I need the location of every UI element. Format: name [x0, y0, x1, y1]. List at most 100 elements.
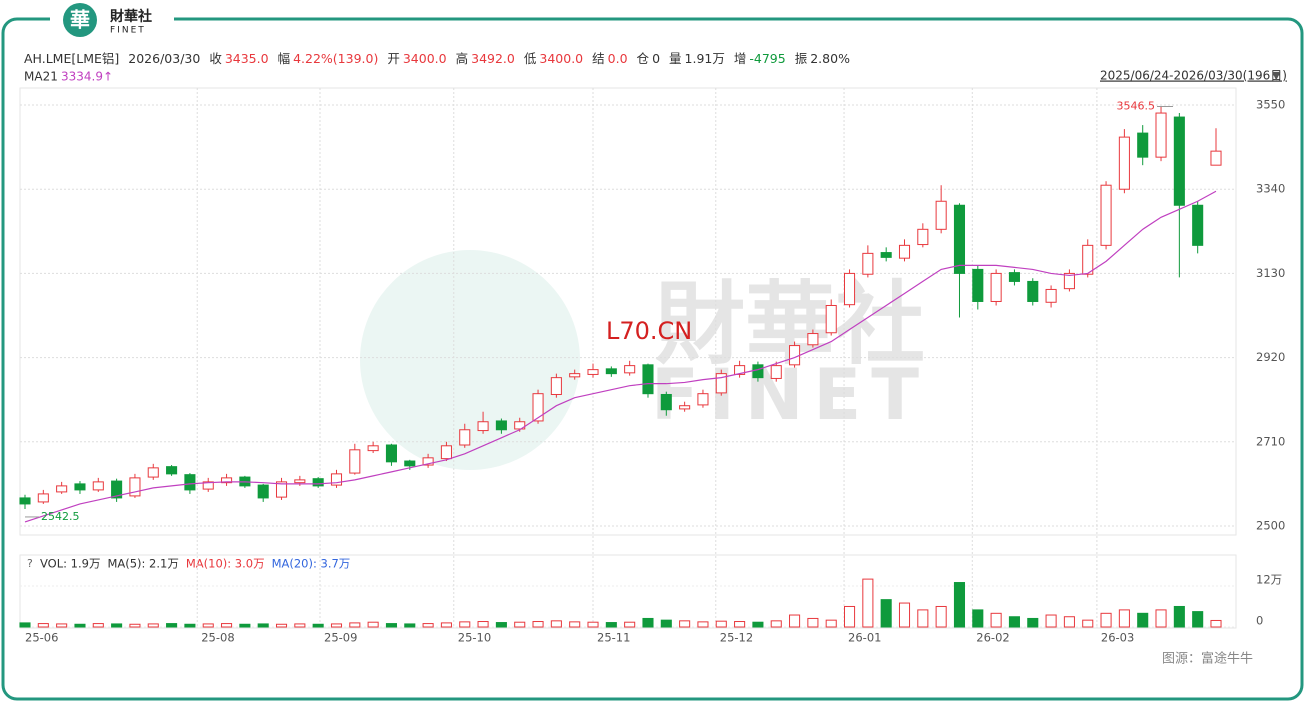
candle-body [1137, 132, 1149, 158]
candle-body [1118, 136, 1130, 190]
y-tick-label: 3130 [1256, 266, 1285, 280]
info-label: 振 [794, 51, 808, 66]
candle-body [605, 368, 617, 375]
logo-text: 財華社 [109, 8, 152, 25]
volume-bar [477, 621, 489, 628]
volume-bar [843, 605, 856, 628]
candle-body [1045, 288, 1057, 303]
candle-body [624, 365, 636, 374]
volume-bar [312, 623, 324, 628]
info-label: 高 [455, 51, 469, 66]
volume-bar [404, 623, 416, 628]
ma-label: MA21 [24, 70, 58, 84]
watermark-sub: FINET [651, 354, 929, 436]
help-icon: ? [27, 557, 33, 570]
candle-body [495, 420, 507, 431]
candle-body [147, 467, 159, 478]
volume-bar [789, 614, 801, 628]
candle-body [514, 421, 526, 430]
volume-bar [257, 623, 269, 628]
candle-body [1027, 280, 1039, 302]
candle-body [477, 421, 489, 432]
volume-bar [92, 623, 104, 628]
volume-bar [825, 619, 837, 628]
x-tick-label: 25-10 [458, 631, 491, 645]
candle-body [92, 481, 104, 491]
volume-bar [679, 620, 691, 628]
frame [1, 17, 1304, 701]
candle-body [1210, 150, 1222, 166]
x-tick-label: 26-03 [1101, 631, 1134, 645]
volume-bar [459, 621, 471, 628]
volume-header: VOL: 1.9万 [40, 557, 100, 571]
candle-body [660, 393, 672, 411]
volume-bar [221, 623, 233, 628]
volume-bar [202, 623, 214, 628]
x-tick-label: 25-06 [25, 631, 58, 645]
volume-bar [37, 623, 49, 628]
candle-body [202, 481, 214, 490]
volume-header: MA(5): 2.1万 [107, 557, 178, 571]
volume-bar [1137, 612, 1149, 628]
volume-bar [349, 622, 361, 628]
candle-body [111, 480, 123, 499]
info-label: 幅 [277, 51, 291, 66]
info-label: 开 [387, 51, 400, 66]
info-label: 收 [209, 51, 222, 66]
volume-bar [972, 609, 984, 628]
candle-body [972, 268, 984, 302]
x-tick-label: 26-02 [976, 631, 1009, 645]
volume-bar [74, 623, 86, 628]
candle-body [422, 457, 434, 466]
info-value: 3400.0 [539, 51, 584, 66]
candle-body [917, 228, 929, 246]
volume-bar [715, 620, 727, 628]
candle-body [880, 252, 892, 258]
candle-body [312, 478, 324, 487]
volume-bar [129, 623, 141, 628]
candle-body [37, 493, 49, 503]
candle-body [697, 393, 709, 406]
candle-body [789, 345, 801, 366]
volume-bar [367, 621, 379, 628]
min-label: 2542.5 [41, 510, 80, 523]
candle-body [898, 244, 911, 259]
x-tick-label: 25-11 [597, 631, 630, 645]
x-tick-label: 25-12 [720, 631, 753, 645]
volume-bar [1192, 611, 1204, 628]
candle-body [569, 373, 581, 378]
info-label: 低 [523, 51, 537, 66]
candle-body [294, 479, 306, 484]
x-tick-label: 25-08 [201, 631, 234, 645]
candle-body [1100, 184, 1112, 246]
volume-header: MA(10): 3.0万 [186, 557, 265, 571]
candle-body [1173, 116, 1185, 206]
range-label: 2025/06/24-2026/03/30(196日) [1100, 69, 1287, 83]
volume-bar [770, 620, 782, 628]
logo-mark: 華 [70, 8, 90, 32]
candle-body [1192, 204, 1204, 246]
y-tick-label: 3550 [1256, 98, 1285, 112]
info-label: 2026/03/30 [128, 51, 201, 66]
candle-body [440, 445, 452, 460]
volume-bar [898, 602, 911, 628]
volume-bar [605, 622, 617, 628]
candle-body [990, 272, 1002, 302]
volume-bar [1082, 619, 1094, 628]
volume-bar [111, 623, 123, 628]
volume-bar [294, 623, 306, 628]
info-value: 4.22%(139.0) [293, 51, 379, 66]
volume-header: MA(20): 3.7万 [272, 557, 351, 571]
info-label: 量 [669, 51, 682, 66]
info-value: 0.0 [607, 51, 628, 66]
volume-bar [990, 612, 1002, 628]
candle-body [770, 365, 782, 379]
candle-body [1082, 244, 1094, 275]
volume-bar [330, 623, 343, 628]
candle-body [642, 364, 654, 395]
volume-bar [1118, 609, 1130, 628]
volume-tick-label: 12万 [1256, 572, 1282, 586]
candle-body [752, 364, 764, 379]
y-tick-label: 2920 [1256, 350, 1285, 364]
